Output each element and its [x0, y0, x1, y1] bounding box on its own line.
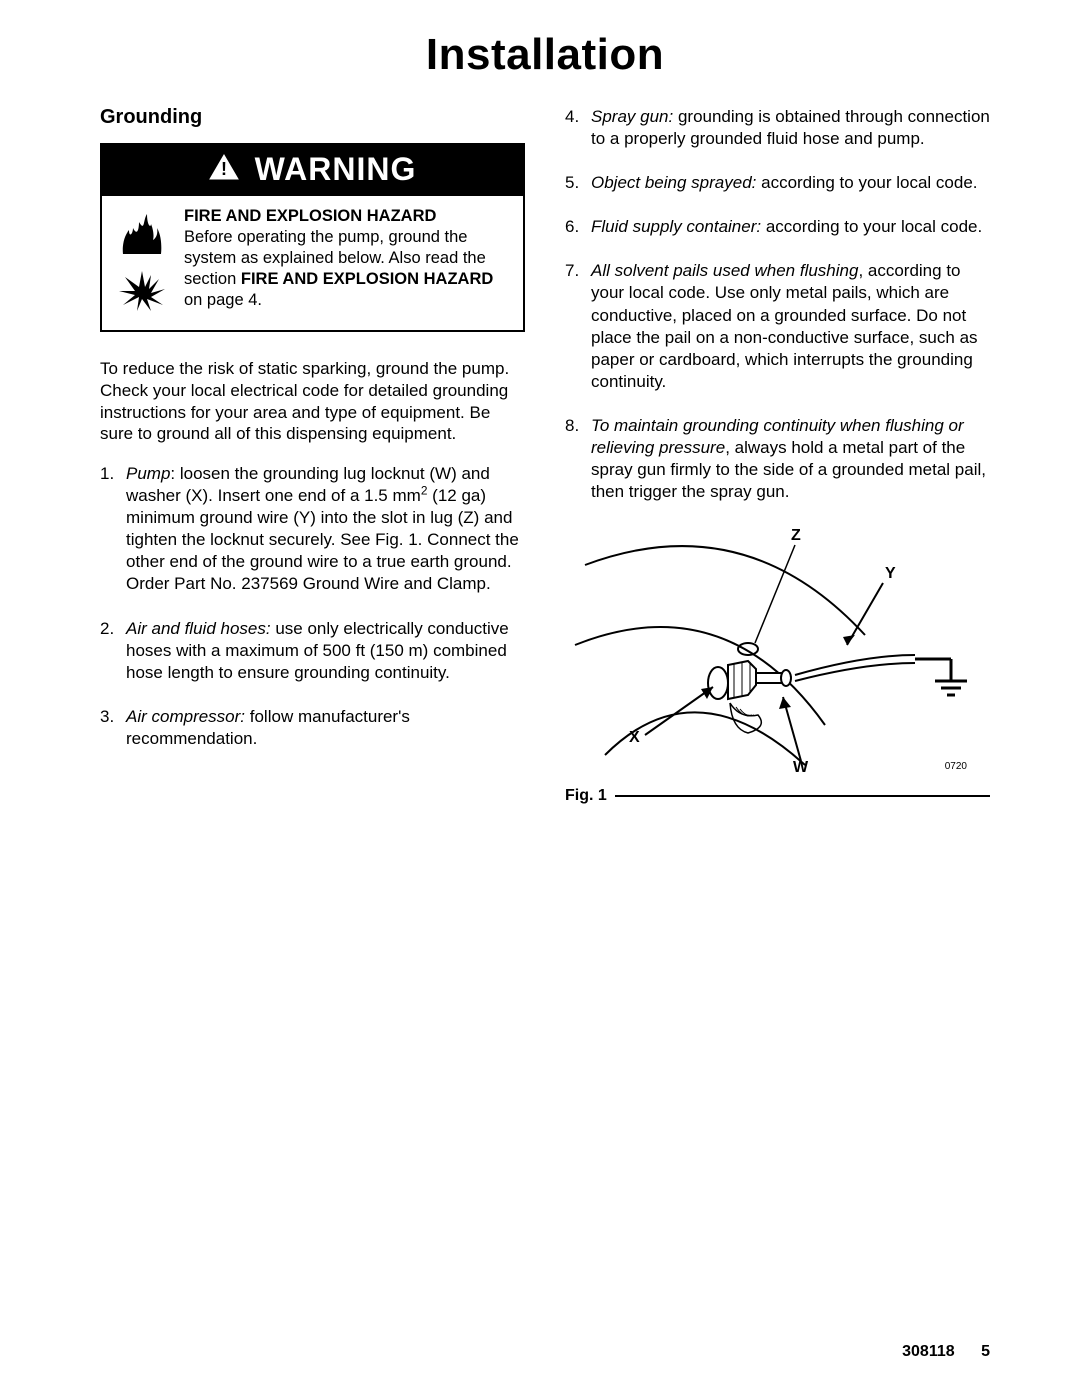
list-item: 3. Air compressor: follow manufacturer's… — [100, 706, 525, 750]
page-title: Installation — [100, 30, 990, 80]
warning-body: FIRE AND EXPLOSION HAZARD Before operati… — [102, 196, 523, 330]
item-lead: Spray gun: — [591, 107, 673, 126]
list-item: 8. To maintain grounding continuity when… — [565, 415, 990, 503]
intro-paragraph: To reduce the risk of static sparking, g… — [100, 358, 525, 445]
figure-label: Fig. 1 — [565, 787, 607, 805]
spark-icon — [117, 269, 167, 316]
figure-1: Z Y X W 0720 — [565, 525, 985, 785]
item-number: 3. — [100, 706, 126, 750]
warning-header: ! WARNING — [102, 145, 523, 196]
item-number: 6. — [565, 216, 591, 238]
page-footer: 308118 5 — [902, 1343, 990, 1361]
warning-box: ! WARNING — [100, 143, 525, 332]
page: Installation Grounding ! WARNING — [0, 0, 1080, 1397]
item-number: 2. — [100, 618, 126, 684]
right-list: 4. Spray gun: grounding is obtained thro… — [565, 106, 990, 503]
list-item: 7. All solvent pails used when flushing,… — [565, 260, 990, 393]
columns: Grounding ! WARNING — [100, 106, 990, 805]
item-number: 1. — [100, 463, 126, 596]
list-item: 1. Pump: loosen the grounding lug locknu… — [100, 463, 525, 596]
list-item: 6. Fluid supply container: according to … — [565, 216, 990, 238]
svg-text:!: ! — [221, 159, 227, 179]
item-lead: Fluid supply container: — [591, 217, 761, 236]
hazard-body-post: on page 4. — [184, 291, 262, 309]
figure-svg — [565, 525, 985, 785]
item-number: 8. — [565, 415, 591, 503]
right-column: 4. Spray gun: grounding is obtained thro… — [565, 106, 990, 805]
item-number: 5. — [565, 172, 591, 194]
list-item: 2. Air and fluid hoses: use only electri… — [100, 618, 525, 684]
list-item: 4. Spray gun: grounding is obtained thro… — [565, 106, 990, 150]
item-text: Air and fluid hoses: use only electrical… — [126, 618, 525, 684]
hazard-text: FIRE AND EXPLOSION HAZARD Before operati… — [184, 206, 511, 316]
section-subhead: Grounding — [100, 106, 525, 129]
warning-triangle-icon: ! — [209, 154, 239, 185]
page-number: 5 — [981, 1343, 990, 1360]
left-column: Grounding ! WARNING — [100, 106, 525, 805]
item-text: To maintain grounding continuity when fl… — [591, 415, 990, 503]
item-body: according to your local code. — [756, 173, 977, 192]
item-body: , according to your local code. Use only… — [591, 261, 978, 390]
warning-header-text: WARNING — [255, 151, 417, 188]
hazard-icons — [110, 206, 174, 316]
left-list: 1. Pump: loosen the grounding lug locknu… — [100, 463, 525, 750]
figure-letter-w: W — [793, 759, 808, 777]
doc-number: 308118 — [902, 1343, 955, 1360]
figure-letter-z: Z — [791, 527, 801, 545]
item-text: Spray gun: grounding is obtained through… — [591, 106, 990, 150]
hazard-title: FIRE AND EXPLOSION HAZARD — [184, 207, 436, 225]
item-lead: All solvent pails used when flushing — [591, 261, 858, 280]
item-text: Object being sprayed: according to your … — [591, 172, 990, 194]
item-lead: Air compressor: — [126, 707, 245, 726]
figure-label-row: Fig. 1 — [565, 787, 990, 805]
item-lead: Object being sprayed: — [591, 173, 756, 192]
figure-letter-x: X — [629, 729, 640, 747]
item-text: Air compressor: follow manufacturer's re… — [126, 706, 525, 750]
figure-code: 0720 — [945, 761, 967, 772]
figure-letter-y: Y — [885, 565, 896, 583]
figure-rule — [615, 795, 990, 797]
item-text: Pump: loosen the grounding lug locknut (… — [126, 463, 525, 596]
item-lead: Air and fluid hoses: — [126, 619, 271, 638]
item-text: Fluid supply container: according to you… — [591, 216, 990, 238]
item-body: according to your local code. — [761, 217, 982, 236]
item-lead: Pump — [126, 464, 170, 483]
list-item: 5. Object being sprayed: according to yo… — [565, 172, 990, 194]
item-number: 7. — [565, 260, 591, 393]
hazard-body-bold: FIRE AND EXPLOSION HAZARD — [241, 270, 493, 288]
item-text: All solvent pails used when flushing, ac… — [591, 260, 990, 393]
fire-icon — [117, 210, 167, 261]
item-number: 4. — [565, 106, 591, 150]
